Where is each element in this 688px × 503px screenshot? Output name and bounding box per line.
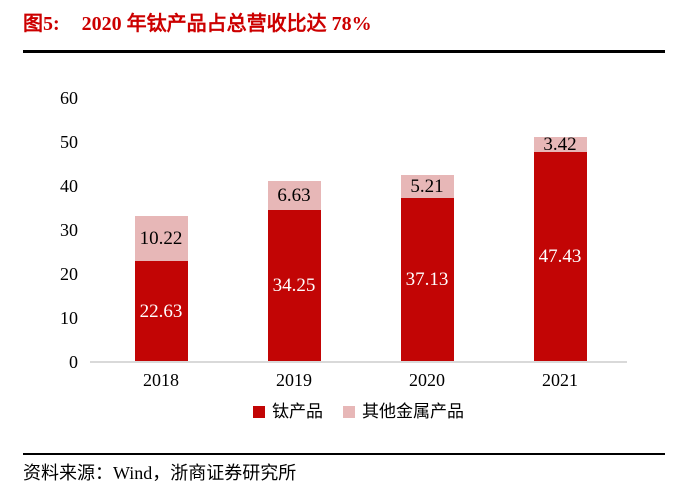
legend-label: 其他金属产品 [362,402,464,421]
y-axis-tick-label: 10 [60,308,78,328]
bar-segment-钛产品-2021: 47.43 [533,152,587,361]
bar-value-label: 37.13 [405,268,449,290]
x-axis-category-label: 2019 [276,370,312,390]
bar-value-label: 47.43 [538,246,582,268]
source-note: 资料来源：Wind，浙商证券研究所 [23,463,297,483]
legend-swatch-icon [253,406,265,418]
title-divider-line [23,50,665,53]
bar-value-label: 5.21 [410,175,444,197]
x-axis-line [90,361,627,363]
bar-segment-其他金属产品-2021: 3.42 [533,134,587,156]
y-axis-tick-label: 20 [60,264,78,284]
y-axis-tick-label: 30 [60,220,78,240]
legend-item-其他金属产品: 其他金属产品 [343,402,464,422]
bar-segment-钛产品-2020: 37.13 [400,197,454,361]
x-axis-category-label: 2018 [143,370,179,390]
bar-value-label: 6.63 [277,185,311,207]
y-axis-tick-label: 50 [60,132,78,152]
bar-segment-钛产品-2019: 34.25 [267,210,321,361]
x-axis-category-label: 2021 [542,370,578,390]
x-axis-category-label: 2020 [409,370,445,390]
bar-value-label: 34.25 [272,275,316,297]
y-axis-tick-label: 40 [60,176,78,196]
y-axis-tick-label: 0 [69,352,78,372]
y-axis-tick-label: 60 [60,88,78,108]
bar-value-label: 3.42 [543,134,577,156]
figure-title-text: 2020 年钛产品占总营收比达 78% [81,13,372,35]
bar-segment-其他金属产品-2019: 6.63 [267,181,321,211]
bar-value-label: 10.22 [139,228,183,250]
figure-title: 图5: 2020 年钛产品占总营收比达 78% [23,7,372,36]
bar-segment-其他金属产品-2018: 10.22 [134,216,188,262]
legend-label: 钛产品 [272,402,323,421]
figure-number: 图5: [23,13,60,35]
legend-item-钛产品: 钛产品 [253,402,323,422]
bar-segment-其他金属产品-2020: 5.21 [400,174,454,198]
bar-segment-钛产品-2018: 22.63 [134,261,188,361]
legend-swatch-icon [343,406,355,418]
bar-value-label: 22.63 [139,300,183,322]
footer-divider-line [23,453,665,455]
chart-legend: 钛产品 其他金属产品 [90,401,627,423]
